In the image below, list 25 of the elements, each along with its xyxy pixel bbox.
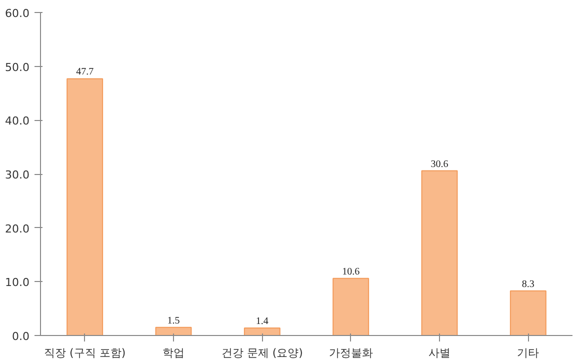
bar — [332, 278, 370, 336]
bar — [510, 290, 546, 336]
x-tick-label: 사별 — [428, 346, 450, 360]
x-tick-label: 직장 (구직 포함) — [44, 346, 126, 360]
x-tick-label: 기타 — [517, 346, 540, 360]
bar — [421, 170, 458, 336]
y-tick-label: 60.0 — [5, 7, 30, 20]
x-tick-label: 건강 문제 (요양) — [221, 346, 303, 360]
data-label: 1.4 — [256, 316, 268, 327]
data-label: 8.3 — [522, 278, 534, 290]
bar — [155, 326, 192, 336]
y-tick-label: 20.0 — [5, 222, 30, 236]
y-tick-label: 10.0 — [5, 276, 30, 290]
bar — [66, 78, 104, 336]
x-tick-label: 학업 — [162, 346, 184, 360]
y-tick-label: 30.0 — [5, 168, 30, 182]
data-label: 1.5 — [167, 315, 180, 326]
y-tick-label: 50.0 — [5, 60, 30, 74]
data-label: 30.6 — [430, 158, 448, 170]
data-label: 47.7 — [76, 66, 94, 78]
y-tick-label: 0.0 — [12, 330, 30, 343]
y-tick-label: 40.0 — [5, 114, 30, 128]
x-tick-label: 가정불화 — [328, 346, 373, 360]
bar — [244, 327, 280, 336]
data-label: 10.6 — [342, 266, 360, 278]
